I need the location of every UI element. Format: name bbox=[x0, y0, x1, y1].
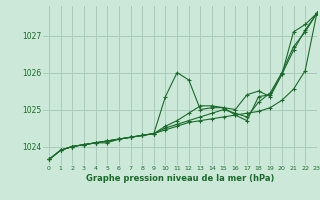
X-axis label: Graphe pression niveau de la mer (hPa): Graphe pression niveau de la mer (hPa) bbox=[86, 174, 274, 183]
